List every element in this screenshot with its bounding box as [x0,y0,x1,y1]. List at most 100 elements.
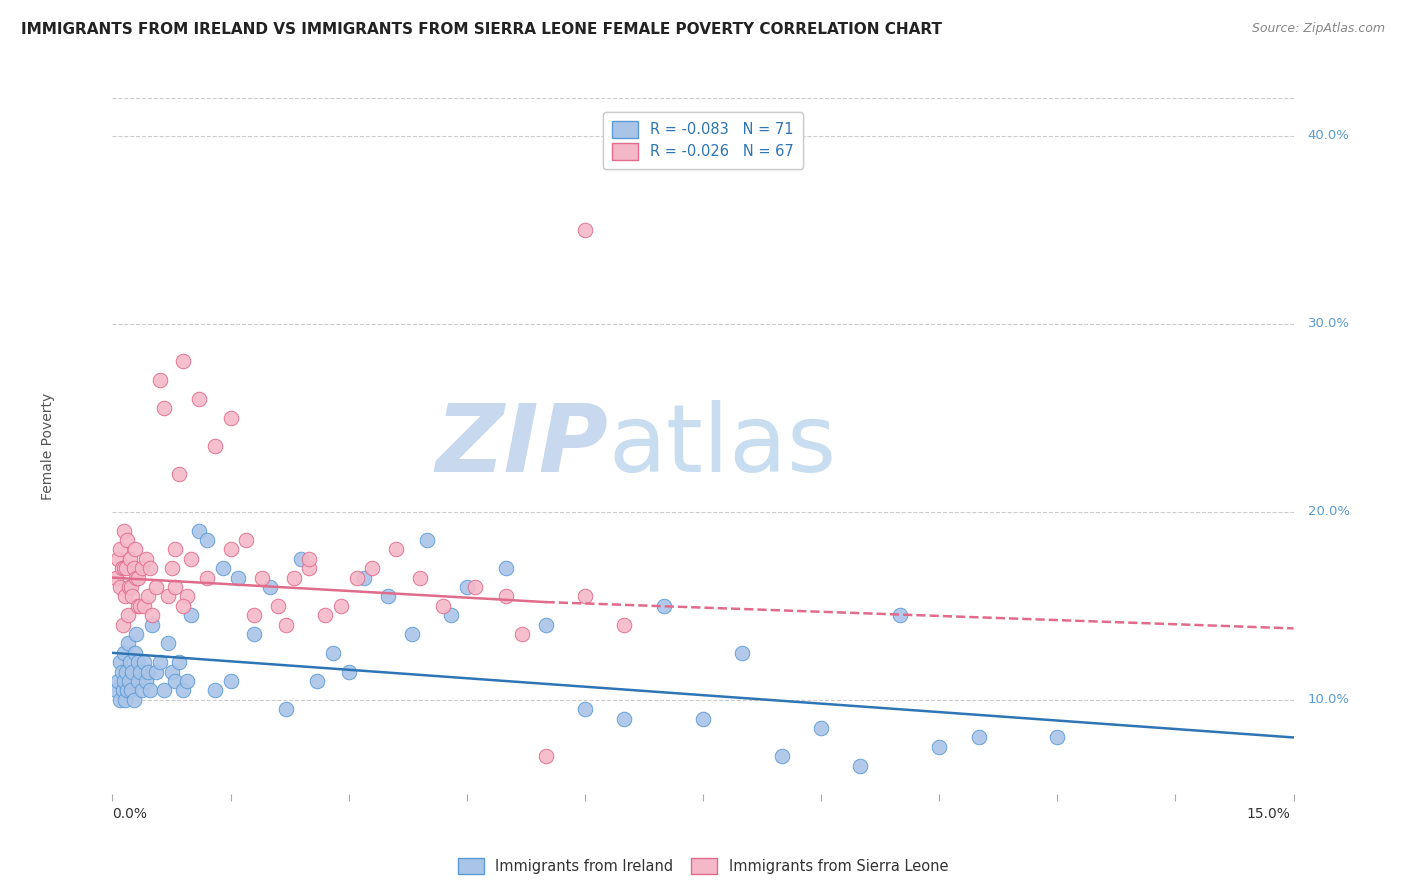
Point [274,617,297,632]
Point [464,580,486,594]
Point [172,683,194,698]
Point [122,561,145,575]
Legend: Immigrants from Ireland, Immigrants from Sierra Leone: Immigrants from Ireland, Immigrants from… [451,852,955,880]
Point [105,683,128,698]
Point [495,561,517,575]
Point [298,561,321,575]
Point [195,571,218,585]
Point [124,542,146,557]
Point [132,655,155,669]
Point [145,665,167,679]
Point [129,599,152,613]
Point [115,561,138,575]
Point [108,580,131,594]
Point [432,599,454,613]
Point [125,571,148,585]
Point [111,683,134,698]
Point [322,646,344,660]
Point [810,721,832,735]
Point [534,749,557,764]
Point [408,571,430,585]
Point [117,636,139,650]
Point [731,646,754,660]
Text: 40.0%: 40.0% [1308,129,1350,142]
Point [204,683,226,698]
Point [283,571,305,585]
Text: 30.0%: 30.0% [1308,318,1350,330]
Point [652,599,675,613]
Point [115,665,138,679]
Point [180,551,202,566]
Point [401,627,423,641]
Point [243,627,266,641]
Point [120,580,142,594]
Point [139,683,162,698]
Point [329,599,352,613]
Point [314,608,336,623]
Point [127,599,149,613]
Point [152,401,174,416]
Point [510,627,533,641]
Point [346,571,368,585]
Text: atlas: atlas [609,400,837,492]
Point [122,693,145,707]
Legend: R = -0.083   N = 71, R = -0.026   N = 67: R = -0.083 N = 71, R = -0.026 N = 67 [603,112,803,169]
Point [534,617,557,632]
Text: IMMIGRANTS FROM IRELAND VS IMMIGRANTS FROM SIERRA LEONE FEMALE POVERTY CORRELATI: IMMIGRANTS FROM IRELAND VS IMMIGRANTS FR… [21,22,942,37]
Point [135,674,157,689]
Point [156,636,179,650]
Point [495,590,517,604]
Point [337,665,360,679]
Point [107,674,129,689]
Point [228,571,250,585]
Point [112,561,135,575]
Point [111,665,134,679]
Point [211,561,233,575]
Point [149,655,172,669]
Point [361,561,384,575]
Point [131,683,153,698]
Point [176,590,198,604]
Point [136,590,159,604]
Point [416,533,439,547]
Text: Source: ZipAtlas.com: Source: ZipAtlas.com [1251,22,1385,36]
Point [692,712,714,726]
Point [195,533,218,547]
Point [114,590,136,604]
Point [118,551,141,566]
Point [110,542,132,557]
Point [259,580,281,594]
Point [111,617,134,632]
Text: 20.0%: 20.0% [1308,505,1350,518]
Point [169,467,191,482]
Point [149,373,172,387]
Point [250,571,273,585]
Point [574,702,596,716]
Point [235,533,257,547]
Text: 10.0%: 10.0% [1308,693,1350,706]
Point [110,655,132,669]
Point [108,693,131,707]
Point [127,674,149,689]
Point [145,580,167,594]
Point [139,561,162,575]
Point [125,627,148,641]
Point [440,608,463,623]
Text: Female Poverty: Female Poverty [41,392,55,500]
Point [124,646,146,660]
Point [574,223,596,237]
Point [267,599,290,613]
Point [298,551,321,566]
Point [165,580,187,594]
Point [849,758,872,772]
Point [121,590,143,604]
Point [160,665,183,679]
Point [114,693,136,707]
Text: 0.0%: 0.0% [112,807,148,822]
Text: ZIP: ZIP [436,400,609,492]
Point [135,551,157,566]
Point [1046,731,1069,745]
Point [219,542,242,557]
Point [169,655,191,669]
Point [127,571,149,585]
